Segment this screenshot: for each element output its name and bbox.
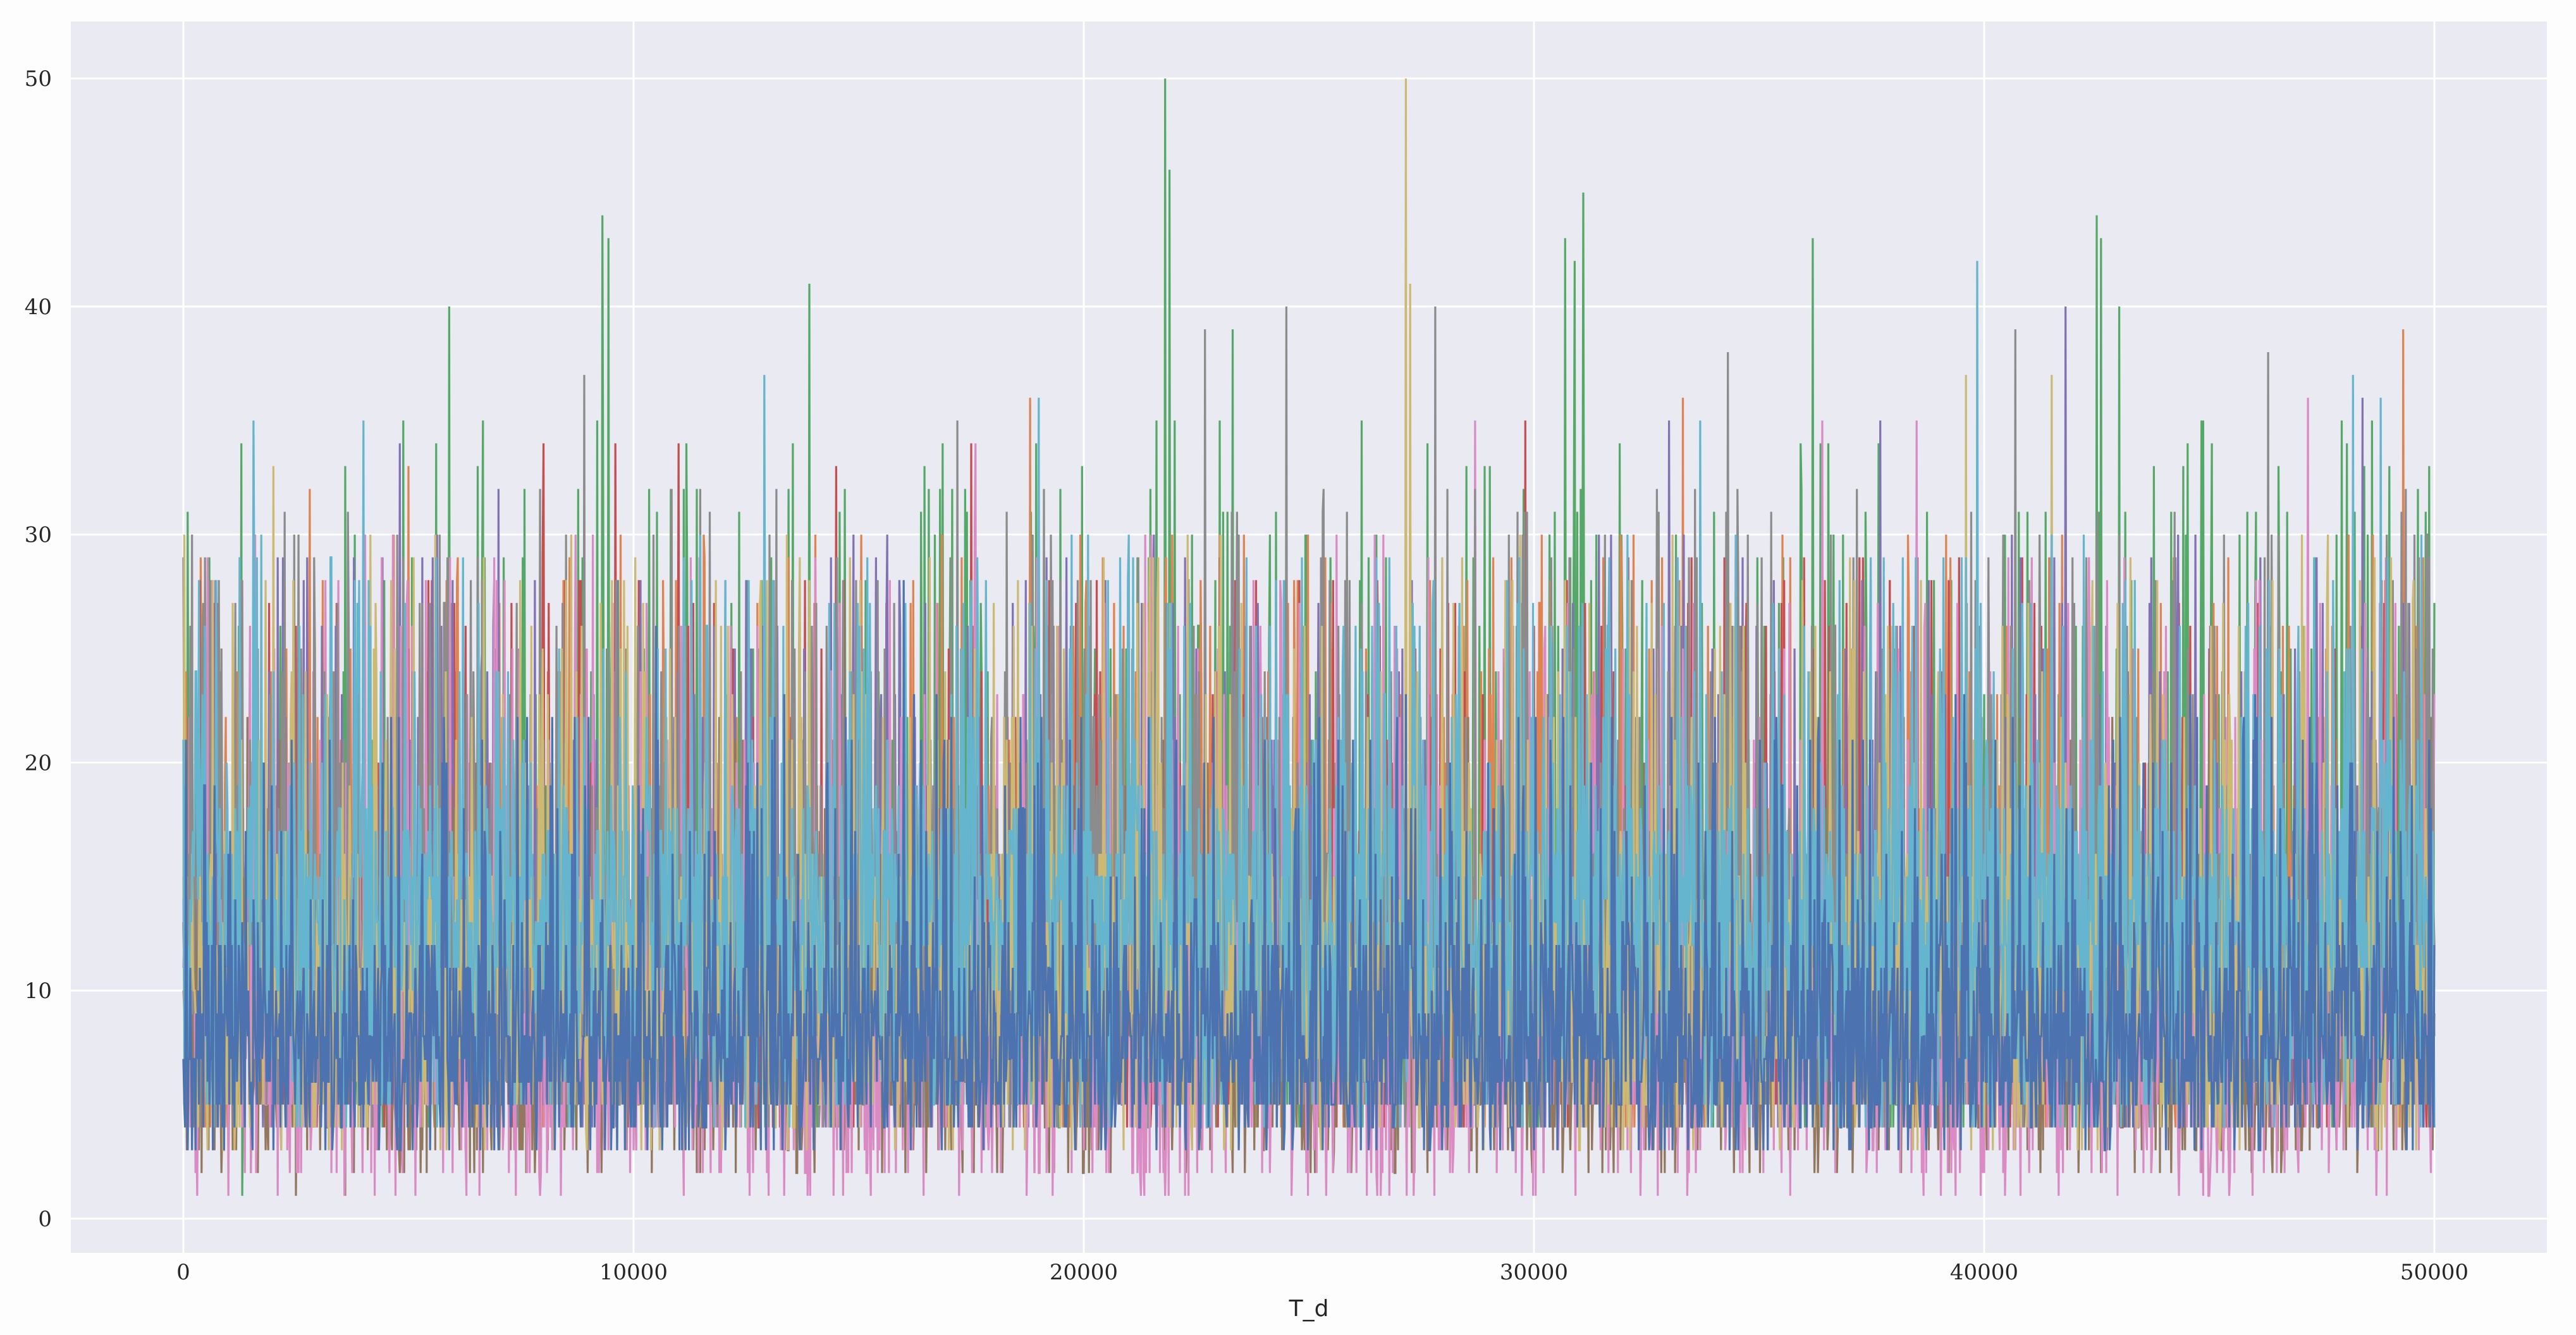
y-tick-label: 10 <box>25 978 52 1004</box>
x-tick-label: 10000 <box>599 1260 668 1285</box>
series-line-10 <box>182 580 2436 1152</box>
y-tick-label: 50 <box>25 66 52 92</box>
y-tick-label: 0 <box>38 1207 52 1232</box>
y-axis-ticks: 0 10 20 30 40 50 <box>25 66 52 1232</box>
series-layer <box>182 78 2436 1197</box>
x-tick-label: 20000 <box>1050 1260 1118 1285</box>
x-axis-ticks: 0 10000 20000 30000 40000 50000 <box>176 1260 2469 1285</box>
y-tick-label: 20 <box>25 750 52 776</box>
x-axis-label: T_d <box>1289 1296 1329 1322</box>
x-tick-label: 50000 <box>2400 1260 2469 1285</box>
x-tick-label: 0 <box>176 1260 190 1285</box>
y-tick-label: 30 <box>25 523 52 548</box>
x-tick-label: 40000 <box>1950 1260 2018 1285</box>
y-tick-label: 40 <box>25 295 52 320</box>
x-tick-label: 30000 <box>1500 1260 1568 1285</box>
